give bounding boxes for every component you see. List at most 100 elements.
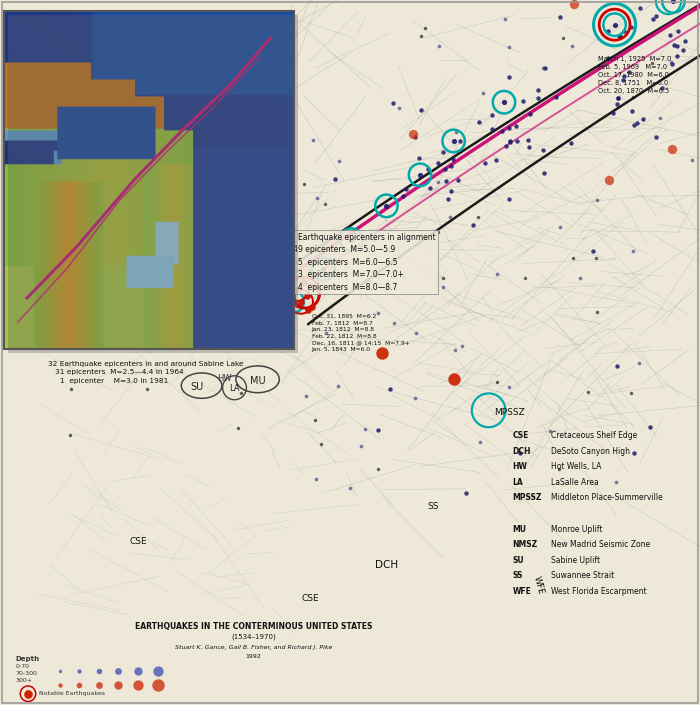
Point [64, 429, 76, 441]
Point [647, 57, 658, 68]
Point [644, 422, 655, 433]
Point [437, 272, 448, 283]
Point [503, 193, 514, 204]
Point [298, 178, 309, 190]
Point [295, 296, 307, 307]
Point [441, 175, 452, 186]
Point [520, 273, 531, 284]
Point [439, 164, 450, 175]
Text: 1992: 1992 [246, 654, 261, 659]
Point [610, 477, 622, 488]
Text: (1534–1970): (1534–1970) [231, 634, 276, 640]
Point [398, 191, 409, 202]
Point [664, 29, 676, 40]
Point [372, 307, 384, 319]
Text: HW: HW [217, 374, 232, 383]
Point [355, 441, 366, 452]
Point [491, 376, 503, 387]
Point [666, 56, 677, 67]
Point [631, 117, 643, 128]
Point [74, 680, 85, 691]
Point [575, 272, 586, 283]
Text: WFE: WFE [532, 575, 545, 596]
Point [538, 145, 549, 156]
Point [612, 360, 623, 372]
Text: 32 Earthquake epicenters in and around Sabine Lake
   31 epicenters  M=2.5—4.4 i: 32 Earthquake epicenters in and around S… [48, 361, 243, 384]
Point [503, 42, 514, 53]
Point [538, 167, 550, 178]
Point [609, 19, 620, 30]
Point [345, 482, 356, 493]
Point [407, 128, 419, 140]
Point [409, 131, 420, 142]
Point [503, 381, 514, 392]
Point [602, 53, 613, 64]
Point [415, 30, 426, 42]
Point [54, 680, 65, 691]
Point [637, 114, 648, 125]
Point [113, 666, 124, 677]
Text: Middleton Place-Summerville: Middleton Place-Summerville [551, 493, 663, 503]
Point [504, 135, 515, 147]
Point [415, 104, 426, 116]
Point [648, 13, 659, 24]
Point [22, 688, 34, 699]
Point [624, 66, 635, 78]
Point [93, 666, 104, 677]
Point [360, 423, 371, 434]
Point [524, 108, 536, 119]
Point [627, 245, 638, 256]
Text: SU: SU [190, 382, 203, 392]
Point [680, 36, 691, 47]
Text: DCH: DCH [374, 560, 398, 570]
Point [603, 25, 614, 36]
Text: Oct. 31, 1895  M=6.2
Feb. 7, 1812  M=8.7
Jan. 23, 1812  M=8.8
Feb. 22, 1812  M=8: Oct. 31, 1895 M=6.2 Feb. 7, 1812 M=8.7 J… [312, 314, 410, 352]
Point [444, 211, 456, 222]
Point [304, 264, 315, 276]
Point [240, 94, 251, 105]
Point [442, 193, 453, 204]
Point [591, 306, 602, 317]
Text: 70-300: 70-300 [15, 671, 37, 676]
Point [414, 152, 425, 164]
Point [671, 50, 682, 61]
Text: MPSSZ: MPSSZ [512, 493, 542, 503]
Point [93, 680, 104, 691]
Point [666, 58, 678, 69]
Point [678, 44, 689, 56]
Point [492, 268, 503, 279]
Point [566, 40, 578, 51]
Point [634, 2, 645, 13]
Point [657, 82, 668, 93]
Point [445, 161, 456, 172]
Point [447, 153, 458, 164]
Point [287, 296, 298, 307]
Point [407, 178, 419, 190]
Point [318, 264, 329, 275]
Point [587, 245, 598, 257]
Point [503, 71, 514, 82]
Point [603, 174, 615, 185]
Point [432, 157, 443, 168]
Point [385, 383, 396, 394]
Point [232, 422, 244, 434]
Point [557, 32, 568, 44]
Point [422, 164, 433, 175]
Text: LA: LA [229, 384, 240, 393]
Point [454, 135, 466, 147]
Text: MU: MU [250, 376, 265, 386]
Point [152, 666, 163, 677]
Point [497, 125, 508, 136]
Text: West Florida Escarpment: West Florida Escarpment [551, 587, 647, 596]
Text: MU: MU [512, 525, 526, 534]
Point [388, 317, 399, 329]
Point [433, 177, 444, 188]
Text: Stuart K. Gance, Gail B. Fisher, and Richard J. Pike: Stuart K. Gance, Gail B. Fisher, and Ric… [175, 644, 332, 649]
Point [113, 680, 124, 691]
Point [567, 252, 578, 264]
Point [243, 264, 254, 275]
Point [315, 439, 326, 450]
Point [628, 92, 639, 103]
Point [236, 388, 247, 399]
Point [456, 340, 467, 351]
